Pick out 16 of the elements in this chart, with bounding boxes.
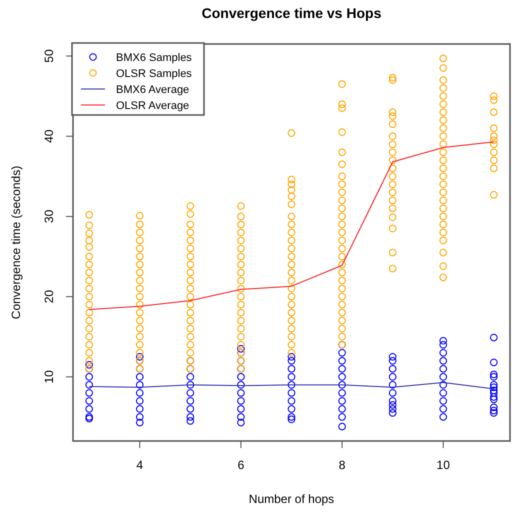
- x-tick-label: 4: [136, 458, 144, 472]
- y-tick-label: 10: [42, 370, 56, 384]
- legend-label: OLSR Samples: [116, 68, 192, 80]
- y-axis-title: Convergence time (seconds): [9, 166, 23, 320]
- x-tick-label: 6: [238, 458, 245, 472]
- x-axis-title: Number of hops: [248, 492, 334, 506]
- y-tick-label: 50: [42, 49, 56, 63]
- legend-label: OLSR Average: [116, 100, 190, 112]
- x-tick-label: 8: [338, 458, 346, 472]
- chart-title: Convergence time vs Hops: [202, 5, 382, 21]
- y-tick-label: 30: [42, 209, 56, 224]
- legend-label: BMX6 Samples: [116, 52, 192, 64]
- legend-label: BMX6 Average: [116, 84, 190, 96]
- y-tick-label: 40: [42, 129, 56, 143]
- x-tick-label: 10: [436, 458, 450, 472]
- y-tick-label: 20: [42, 290, 56, 304]
